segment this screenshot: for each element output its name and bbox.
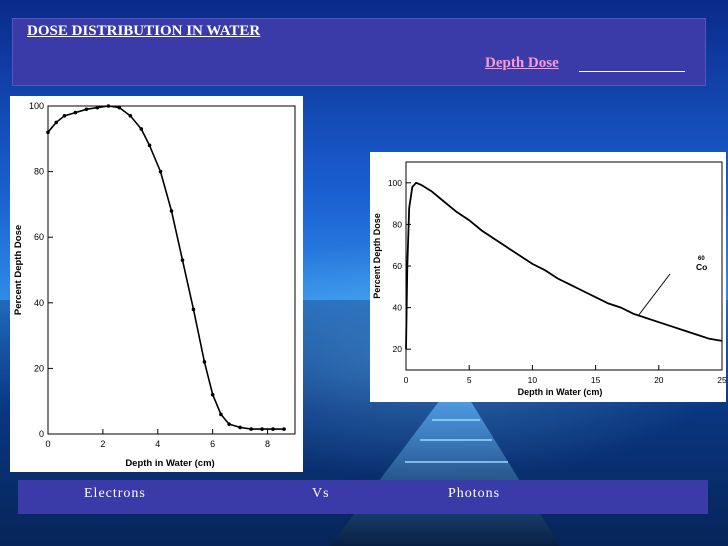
electron-chart-panel: 0 2 4 6 8 0 20 40 60 80 100 Depth in Water (cm) Pe… — [10, 96, 303, 472]
data-point — [106, 104, 111, 108]
y-tick-label: 60 — [34, 232, 44, 242]
x-tick-label: 10 — [528, 375, 538, 385]
x-tick-label: 6 — [210, 439, 215, 449]
y-tick-label: 80 — [393, 219, 403, 229]
caption-bar: Electrons Vs Photons — [18, 480, 708, 514]
data-point — [117, 105, 122, 110]
data-point — [139, 127, 144, 131]
caption-photons: Photons — [448, 486, 501, 501]
y-tick-label: 40 — [393, 303, 403, 313]
slide-title: DOSE DISTRIBUTION IN WATER — [27, 23, 261, 39]
photon-chart-panel: 0 5 10 15 20 25 20 40 60 80 100 60 Co Depth in Wat… — [370, 152, 726, 402]
data-point — [271, 427, 275, 431]
subtitle-rule — [579, 71, 685, 72]
x-tick-label: 15 — [591, 375, 601, 385]
data-point — [180, 258, 185, 262]
data-point — [210, 392, 215, 397]
data-point — [95, 105, 100, 110]
data-point — [227, 422, 231, 426]
data-point — [73, 110, 78, 115]
data-point — [54, 120, 59, 125]
data-point — [238, 425, 242, 430]
data-point — [249, 427, 253, 431]
y-tick-label: 20 — [34, 363, 44, 373]
x-tick-label: 20 — [654, 375, 664, 385]
x-tick-label: 2 — [100, 439, 105, 449]
x-tick-label: 8 — [265, 439, 270, 449]
photon-depth-dose-chart: 0 5 10 15 20 25 20 40 60 80 100 60 Co Depth in Wat… — [372, 161, 726, 397]
data-point — [260, 427, 264, 431]
data-point — [282, 427, 286, 431]
electron-dose-curve — [47, 105, 284, 430]
title-bar: DOSE DISTRIBUTION IN WATER Depth Dose — [12, 18, 706, 86]
x-axis-label: Depth in Water (cm) — [125, 458, 214, 469]
caption-vs: Vs — [312, 486, 330, 501]
slide-subtitle: Depth Dose — [485, 55, 559, 71]
x-tick-label: 4 — [155, 439, 160, 449]
y-tick-label: 40 — [34, 298, 44, 308]
x-axis-label: Depth in Water (cm) — [518, 387, 603, 397]
data-point — [158, 169, 163, 174]
annotation-pointer — [637, 273, 671, 317]
y-tick-label: 20 — [393, 344, 403, 354]
data-point — [219, 412, 223, 417]
data-point — [128, 114, 133, 118]
y-tick-label: 60 — [393, 261, 403, 271]
data-point — [202, 360, 207, 364]
annotation-superscript: 60 — [698, 256, 705, 262]
data-point — [147, 143, 152, 148]
x-tick-label: 5 — [467, 375, 472, 385]
data-point — [84, 107, 89, 112]
data-point — [191, 307, 196, 312]
y-tick-label: 100 — [388, 178, 402, 188]
caption-electrons: Electrons — [84, 486, 146, 501]
annotation-label: Co — [696, 262, 707, 272]
plot-frame — [47, 105, 296, 435]
x-tick-label: 0 — [45, 439, 50, 449]
y-tick-label: 0 — [39, 429, 44, 439]
x-tick-label: 25 — [717, 375, 726, 385]
plot-frame — [405, 161, 723, 371]
y-axis-label: Percent Depth Dose — [372, 213, 382, 299]
cobalt-dose-curve — [405, 181, 723, 350]
y-axis-label: Percent Depth Dose — [13, 225, 24, 315]
y-tick-label: 80 — [34, 167, 44, 177]
y-tick-label: 100 — [29, 101, 44, 111]
x-tick-label: 0 — [404, 375, 409, 385]
data-point — [169, 209, 174, 213]
data-point — [62, 114, 67, 118]
data-point — [46, 130, 50, 135]
